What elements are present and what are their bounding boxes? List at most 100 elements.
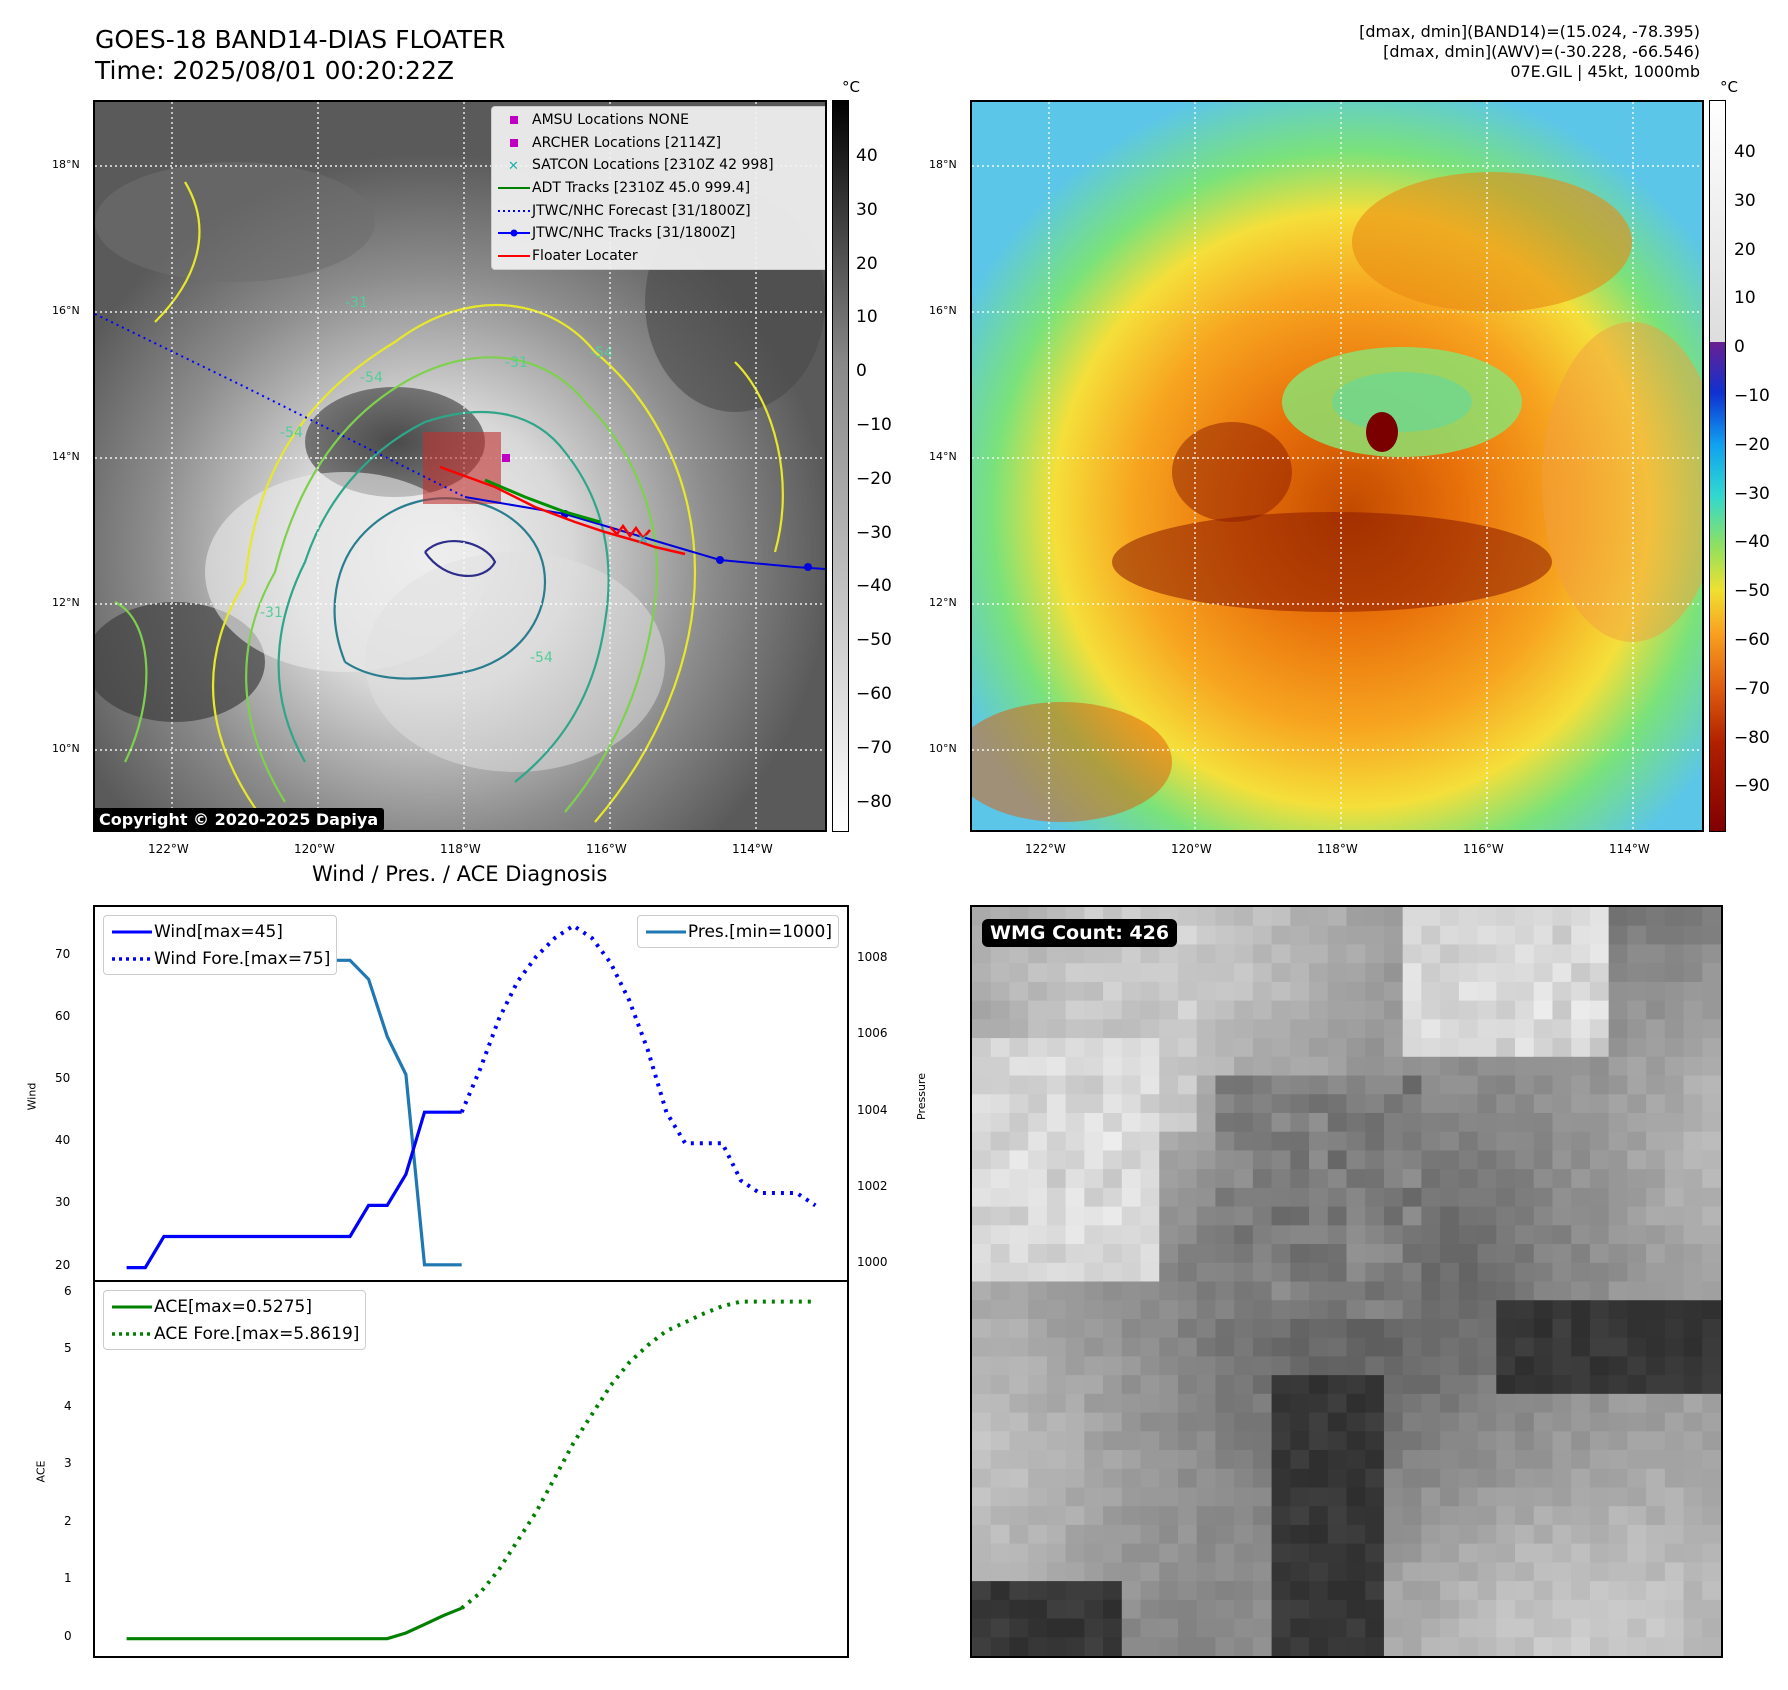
wmg-pixel [1533, 1599, 1554, 1620]
wmg-pixel [1496, 1187, 1516, 1208]
wmg-pixel [1084, 1000, 1104, 1020]
wmg-pixel [990, 1038, 1011, 1058]
wmg-pixel [1121, 1431, 1142, 1451]
ace-tick-label: 2 [64, 1513, 72, 1528]
wmg-pixel [1215, 1337, 1235, 1358]
wmg-pixel [1065, 1318, 1085, 1339]
wmg-pixel [1664, 1618, 1685, 1638]
wmg-pixel [1515, 1300, 1535, 1320]
wmg-pixel [1103, 963, 1123, 983]
wmg-pixel [1196, 1524, 1217, 1545]
wmg-pixel [1571, 1412, 1591, 1432]
wmg-pixel [1608, 1450, 1628, 1470]
wmg-pixel [1421, 1318, 1441, 1339]
colorbar-tick-label: −30 [856, 522, 892, 543]
wmg-pixel [1627, 1431, 1647, 1451]
wmg-pixel [1084, 1581, 1104, 1601]
track-point [716, 556, 724, 564]
wmg-pixel [1477, 1112, 1497, 1133]
wmg-pixel [1084, 1468, 1104, 1489]
wmg-pixel [1664, 944, 1685, 964]
wmg-pixel [1121, 1262, 1142, 1283]
colorbar-tick-label: −80 [1734, 727, 1770, 748]
wmg-pixel [1440, 944, 1460, 964]
wmg-pixel [1252, 1131, 1273, 1152]
wmg-pixel [1159, 1094, 1179, 1114]
wmg-pixel [1046, 1487, 1067, 1507]
wmg-pixel [972, 1318, 992, 1339]
wmg-pixel [1477, 1450, 1497, 1470]
wmg-pixel [1702, 944, 1721, 964]
wmg-pixel [1383, 1056, 1404, 1077]
wmg-pixel [1196, 1412, 1217, 1432]
wmg-pixel [1440, 1599, 1460, 1620]
wmg-pixel [1552, 1056, 1572, 1077]
wmg-pixel [1065, 1618, 1085, 1638]
wmg-pixel [1121, 1337, 1142, 1358]
wmg-pixel [1383, 963, 1404, 983]
wmg-pixel [1477, 1094, 1497, 1114]
wmg-pixel [1196, 1075, 1217, 1095]
wmg-pixel [1346, 1618, 1366, 1638]
wmg-pixel [1608, 1356, 1628, 1376]
wmg-pixel [1234, 1356, 1254, 1376]
wmg-pixel [1290, 1637, 1310, 1656]
wmg-pixel [1290, 1375, 1310, 1395]
wmg-pixel [1327, 1543, 1348, 1563]
wmg-pixel [1421, 1000, 1441, 1020]
wmg-pixel [1702, 1225, 1721, 1245]
wmg-pixel [1309, 1599, 1329, 1620]
wmg-pixel [1571, 1094, 1591, 1114]
wmg-pixel [1608, 1038, 1628, 1058]
wmg-pixel [1327, 925, 1348, 946]
wmg-pixel [1234, 1412, 1254, 1432]
wmg-pixel [1196, 1450, 1217, 1470]
wmg-pixel [1664, 1431, 1685, 1451]
wmg-pixel [1440, 1075, 1460, 1095]
wmg-pixel [1234, 1524, 1254, 1545]
wmg-pixel [1552, 1094, 1572, 1114]
wind-pressure-axes: Wind[max=45] Wind Fore.[max=75] Pres.[mi… [93, 905, 849, 1282]
wmg-pixel [1290, 1150, 1310, 1170]
wmg-pixel [1196, 1094, 1217, 1114]
wmg-pixel [1346, 1524, 1366, 1545]
wmg-pixel [1664, 1056, 1685, 1077]
wmg-pixel [1589, 1281, 1610, 1301]
wmg-pixel [1065, 1038, 1085, 1058]
wmg-pixel [1346, 1637, 1366, 1656]
wmg-pixel [1009, 1543, 1029, 1563]
wmg-pixel [1121, 1375, 1142, 1395]
wmg-pixel [1084, 1524, 1104, 1545]
wmg-pixel [1552, 1562, 1572, 1582]
wmg-pixel [1346, 1506, 1366, 1526]
wmg-pixel [1046, 1506, 1067, 1526]
wmg-pixel [1571, 944, 1591, 964]
wmg-pixel [972, 1244, 992, 1264]
wmg-pixel [1065, 1131, 1085, 1152]
wmg-pixel [1252, 1318, 1273, 1339]
wmg-pixel [1608, 1206, 1628, 1226]
wmg-pixel [1421, 1075, 1441, 1095]
colorbar-tick-label: −50 [856, 630, 892, 651]
wmg-pixel [1496, 1543, 1516, 1563]
colorbar-tick-label: 20 [856, 253, 878, 274]
wmg-pixel [1552, 1543, 1572, 1563]
wmg-pixel [1515, 1618, 1535, 1638]
wmg-pixel [1121, 1056, 1142, 1077]
wmg-pixel [1571, 1281, 1591, 1301]
wmg-pixel [1664, 1187, 1685, 1208]
wmg-pixel [1683, 1225, 1703, 1245]
wmg-pixel [1421, 1225, 1441, 1245]
wmg-pixel [1421, 1581, 1441, 1601]
wmg-pixel [1383, 944, 1404, 964]
wmg-pixel [1571, 1206, 1591, 1226]
wmg-pixel [1496, 1318, 1516, 1339]
wmg-pixel [1365, 981, 1385, 1002]
wmg-pixel [1646, 1412, 1666, 1432]
wmg-pixel [1496, 1244, 1516, 1264]
wmg-pixel [1571, 981, 1591, 1002]
wmg-pixel [1046, 963, 1067, 983]
wmg-pixel [1440, 1318, 1460, 1339]
wmg-pixel [1552, 1468, 1572, 1489]
wmg-pixel [1589, 925, 1610, 946]
